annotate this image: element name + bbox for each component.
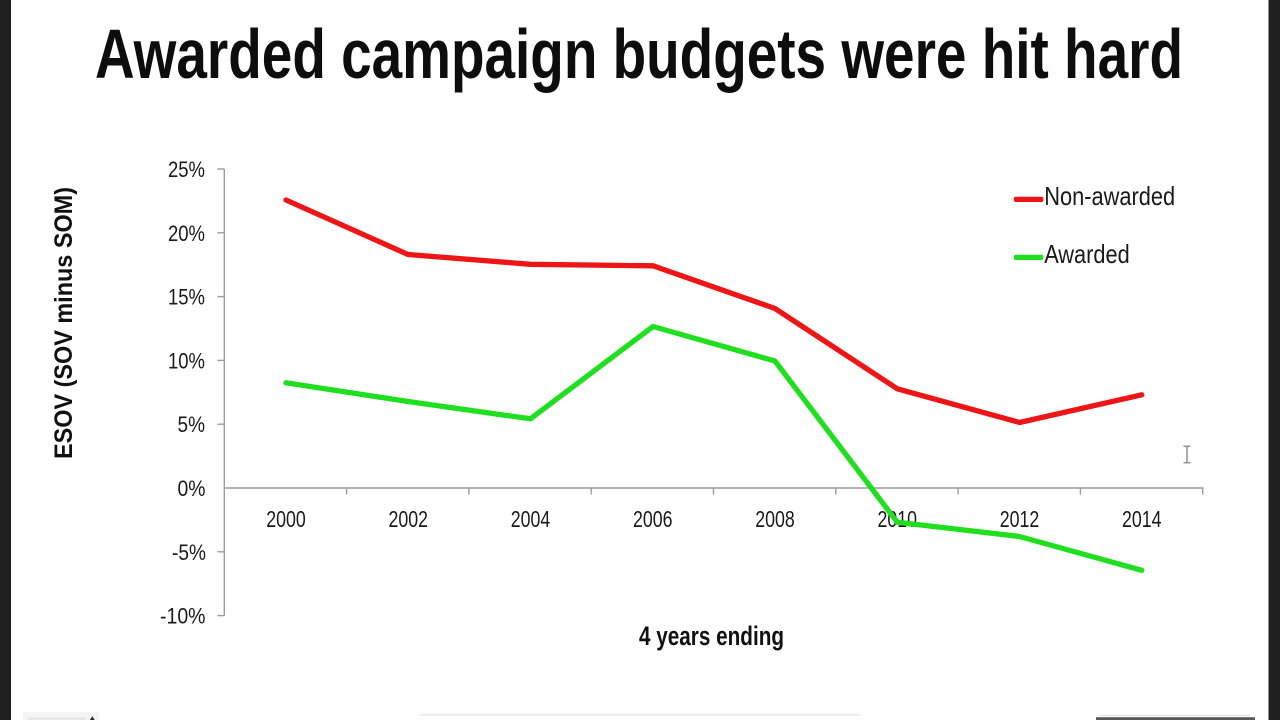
svg-text:2004: 2004 [511,506,551,532]
svg-text:4 years ending: 4 years ending [639,621,784,651]
svg-text:2008: 2008 [755,506,795,532]
svg-text:Awarded campaign budgets were: Awarded campaign budgets were hit hard [95,15,1183,93]
svg-text:0%: 0% [178,476,206,501]
svg-text:2012: 2012 [1000,506,1040,532]
svg-text:25%: 25% [168,157,205,182]
svg-text:Non-awarded: Non-awarded [1044,181,1175,211]
svg-text:5%: 5% [178,412,206,437]
svg-text:2002: 2002 [389,506,429,532]
svg-text:2000: 2000 [266,506,306,532]
svg-text:10%: 10% [168,348,205,373]
svg-text:20%: 20% [168,221,205,246]
svg-text:2006: 2006 [633,506,673,532]
svg-text:-10%: -10% [160,604,206,629]
svg-text:2014: 2014 [1122,506,1162,532]
svg-text:15%: 15% [168,285,205,310]
svg-text:-5%: -5% [172,540,206,565]
svg-text:ESOV (SOV minus SOM): ESOV (SOV minus SOM) [50,187,78,459]
svg-text:Awarded: Awarded [1044,239,1130,269]
